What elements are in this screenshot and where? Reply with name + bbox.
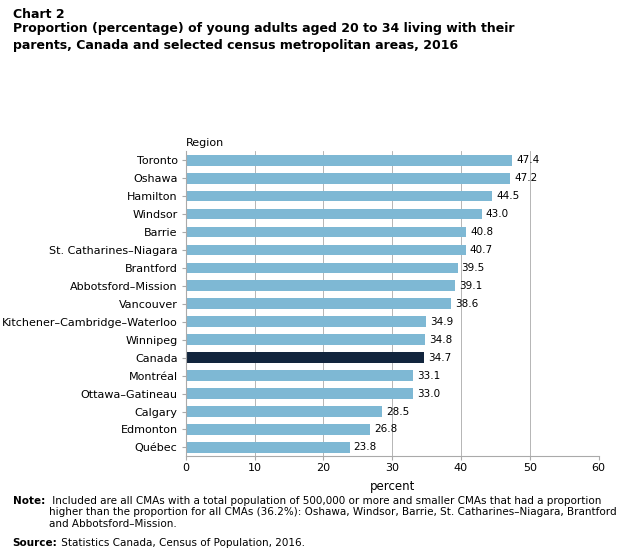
- Bar: [186, 155, 512, 166]
- Bar: [186, 209, 481, 220]
- Text: Chart 2: Chart 2: [13, 8, 64, 21]
- X-axis label: percent: percent: [369, 480, 415, 493]
- Bar: [186, 191, 492, 202]
- Bar: [186, 370, 413, 381]
- Bar: [186, 352, 425, 363]
- Text: 34.8: 34.8: [429, 335, 452, 345]
- Text: 40.8: 40.8: [471, 227, 494, 237]
- Text: 39.1: 39.1: [459, 281, 482, 291]
- Text: 28.5: 28.5: [386, 407, 410, 417]
- Text: 43.0: 43.0: [486, 209, 509, 219]
- Text: Included are all CMAs with a total population of 500,000 or more and smaller CMA: Included are all CMAs with a total popul…: [49, 496, 617, 529]
- Bar: [186, 388, 413, 399]
- Text: 40.7: 40.7: [470, 245, 493, 255]
- Bar: [186, 172, 510, 184]
- Text: 34.9: 34.9: [430, 317, 453, 326]
- Text: 33.0: 33.0: [417, 389, 440, 399]
- Text: 26.8: 26.8: [374, 424, 398, 435]
- Bar: [186, 406, 382, 417]
- Bar: [186, 424, 370, 435]
- Text: Region: Region: [186, 138, 224, 148]
- Text: 47.2: 47.2: [515, 173, 538, 183]
- Bar: [186, 245, 466, 255]
- Text: 34.7: 34.7: [428, 353, 452, 363]
- Text: Proportion (percentage) of young adults aged 20 to 34 living with their
parents,: Proportion (percentage) of young adults …: [13, 22, 514, 53]
- Text: Statistics Canada, Census of Population, 2016.: Statistics Canada, Census of Population,…: [58, 538, 305, 548]
- Text: 44.5: 44.5: [496, 191, 519, 201]
- Text: 33.1: 33.1: [418, 371, 441, 381]
- Bar: [186, 263, 457, 273]
- Bar: [186, 281, 455, 291]
- Text: Source:: Source:: [13, 538, 57, 548]
- Text: 39.5: 39.5: [462, 263, 485, 273]
- Bar: [186, 298, 451, 309]
- Bar: [186, 334, 425, 345]
- Bar: [186, 442, 350, 453]
- Text: Note:: Note:: [13, 496, 45, 506]
- Text: 23.8: 23.8: [353, 442, 377, 452]
- Bar: [186, 227, 466, 237]
- Text: 47.4: 47.4: [516, 155, 539, 165]
- Text: 38.6: 38.6: [455, 299, 479, 309]
- Bar: [186, 316, 426, 327]
